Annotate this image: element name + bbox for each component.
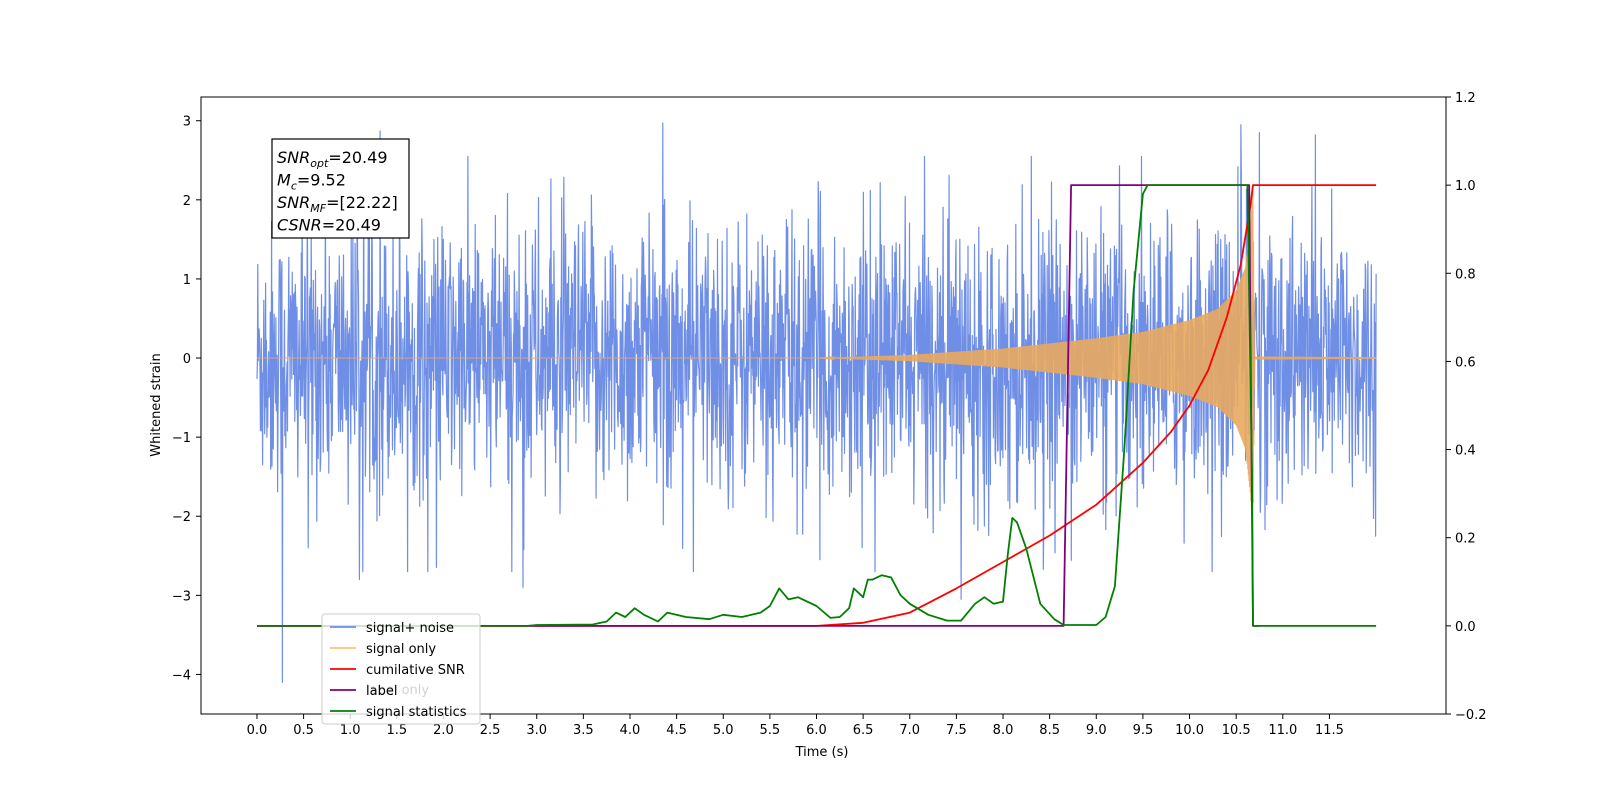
- series-signal-only-line: [257, 183, 1377, 528]
- x-tick-label: 0.0: [247, 723, 268, 738]
- y-axis-label: Whitened strain: [149, 353, 164, 456]
- x-axis-label: Time (s): [795, 745, 849, 760]
- x-tick-label: 4.5: [666, 723, 687, 738]
- legend-frame: [321, 613, 481, 725]
- x-tick-label: 7.0: [899, 723, 920, 738]
- plot-frame: [200, 96, 1447, 715]
- x-tick-label: 3.0: [526, 723, 547, 738]
- x-tick-label: 10.5: [1222, 723, 1251, 738]
- x-tick-label: 0.5: [293, 723, 314, 738]
- y2-tick-label: 0.6: [1455, 355, 1476, 370]
- x-tick-label: 7.5: [946, 723, 967, 738]
- legend: label only signal+ noise signal only cumila…: [321, 613, 481, 725]
- y-tick-label: 0: [183, 352, 191, 367]
- x-tick-label: 3.5: [573, 723, 594, 738]
- y-tick-label: −4: [172, 668, 191, 683]
- x-tick-label: 1.0: [340, 723, 361, 738]
- legend-label: signal statistics: [366, 705, 467, 720]
- legend-label: signal only: [366, 642, 436, 657]
- x-tick-label: 11.5: [1315, 723, 1344, 738]
- x-tick-label: 8.0: [993, 723, 1014, 738]
- annotation-frame: [271, 138, 410, 239]
- x-tick-label: 11.0: [1268, 723, 1297, 738]
- y2-tick-label: 0.0: [1455, 620, 1476, 635]
- legend-ghost-text: label only: [366, 683, 429, 698]
- x-tick-label: 10.0: [1175, 723, 1204, 738]
- series-cumilative-snr-line: [257, 184, 1377, 627]
- legend-label: cumilative SNR: [366, 663, 465, 678]
- x-tick-label: 2.5: [480, 723, 501, 738]
- x-tick-label: 5.0: [713, 723, 734, 738]
- y2-tick-label: 0.4: [1455, 444, 1476, 459]
- series-layer: [256, 122, 1377, 683]
- series-signal-statistics-line: [257, 184, 1377, 627]
- y2-axis: 1.2 1.0 0.8 0.6 0.4 0.2 0.0 −0.2: [1446, 91, 1487, 723]
- y2-tick-label: 0.2: [1455, 532, 1476, 547]
- y2-tick-label: 0.8: [1455, 267, 1476, 282]
- y-tick-label: 1: [183, 273, 191, 288]
- y2-tick-label: 1.2: [1455, 91, 1476, 106]
- y-axis: 3 2 1 0 −1 −2 −3 −4: [172, 115, 201, 683]
- y-tick-label: −2: [172, 510, 191, 525]
- legend-label: signal+ noise: [366, 621, 454, 636]
- annotation-line: CSNR=20.49: [277, 216, 381, 235]
- y-tick-label: −1: [172, 431, 191, 446]
- x-tick-label: 5.5: [760, 723, 781, 738]
- legend-label: label: [366, 684, 397, 699]
- y2-tick-label: −0.2: [1455, 708, 1487, 723]
- x-tick-label: 9.0: [1086, 723, 1107, 738]
- x-tick-label: 1.5: [386, 723, 407, 738]
- x-tick-label: 6.0: [806, 723, 827, 738]
- y2-tick-label: 1.0: [1455, 179, 1476, 194]
- x-tick-label: 6.5: [853, 723, 874, 738]
- annotation-line: Mc=9.52: [277, 171, 346, 193]
- x-tick-label: 4.0: [620, 723, 641, 738]
- x-tick-label: 9.5: [1133, 723, 1154, 738]
- y-tick-label: −3: [172, 589, 191, 604]
- y-tick-label: 3: [183, 115, 191, 130]
- x-axis: 0.0 0.5 1.0 1.5 2.0 2.5 3.0 3.5 4.0 4.5 5.0 5.5 6.0 6…: [247, 714, 1344, 738]
- annotation-line: SNRopt=20.49: [277, 148, 388, 170]
- x-tick-label: 8.5: [1039, 723, 1060, 738]
- annotation-line: SNRMF=[22.22]: [277, 193, 398, 215]
- annotation-box: SNRopt=20.49Mc=9.52SNRMF=[22.22]CSNR=20.…: [271, 138, 410, 239]
- y-tick-label: 2: [183, 194, 191, 209]
- x-tick-label: 2.0: [433, 723, 454, 738]
